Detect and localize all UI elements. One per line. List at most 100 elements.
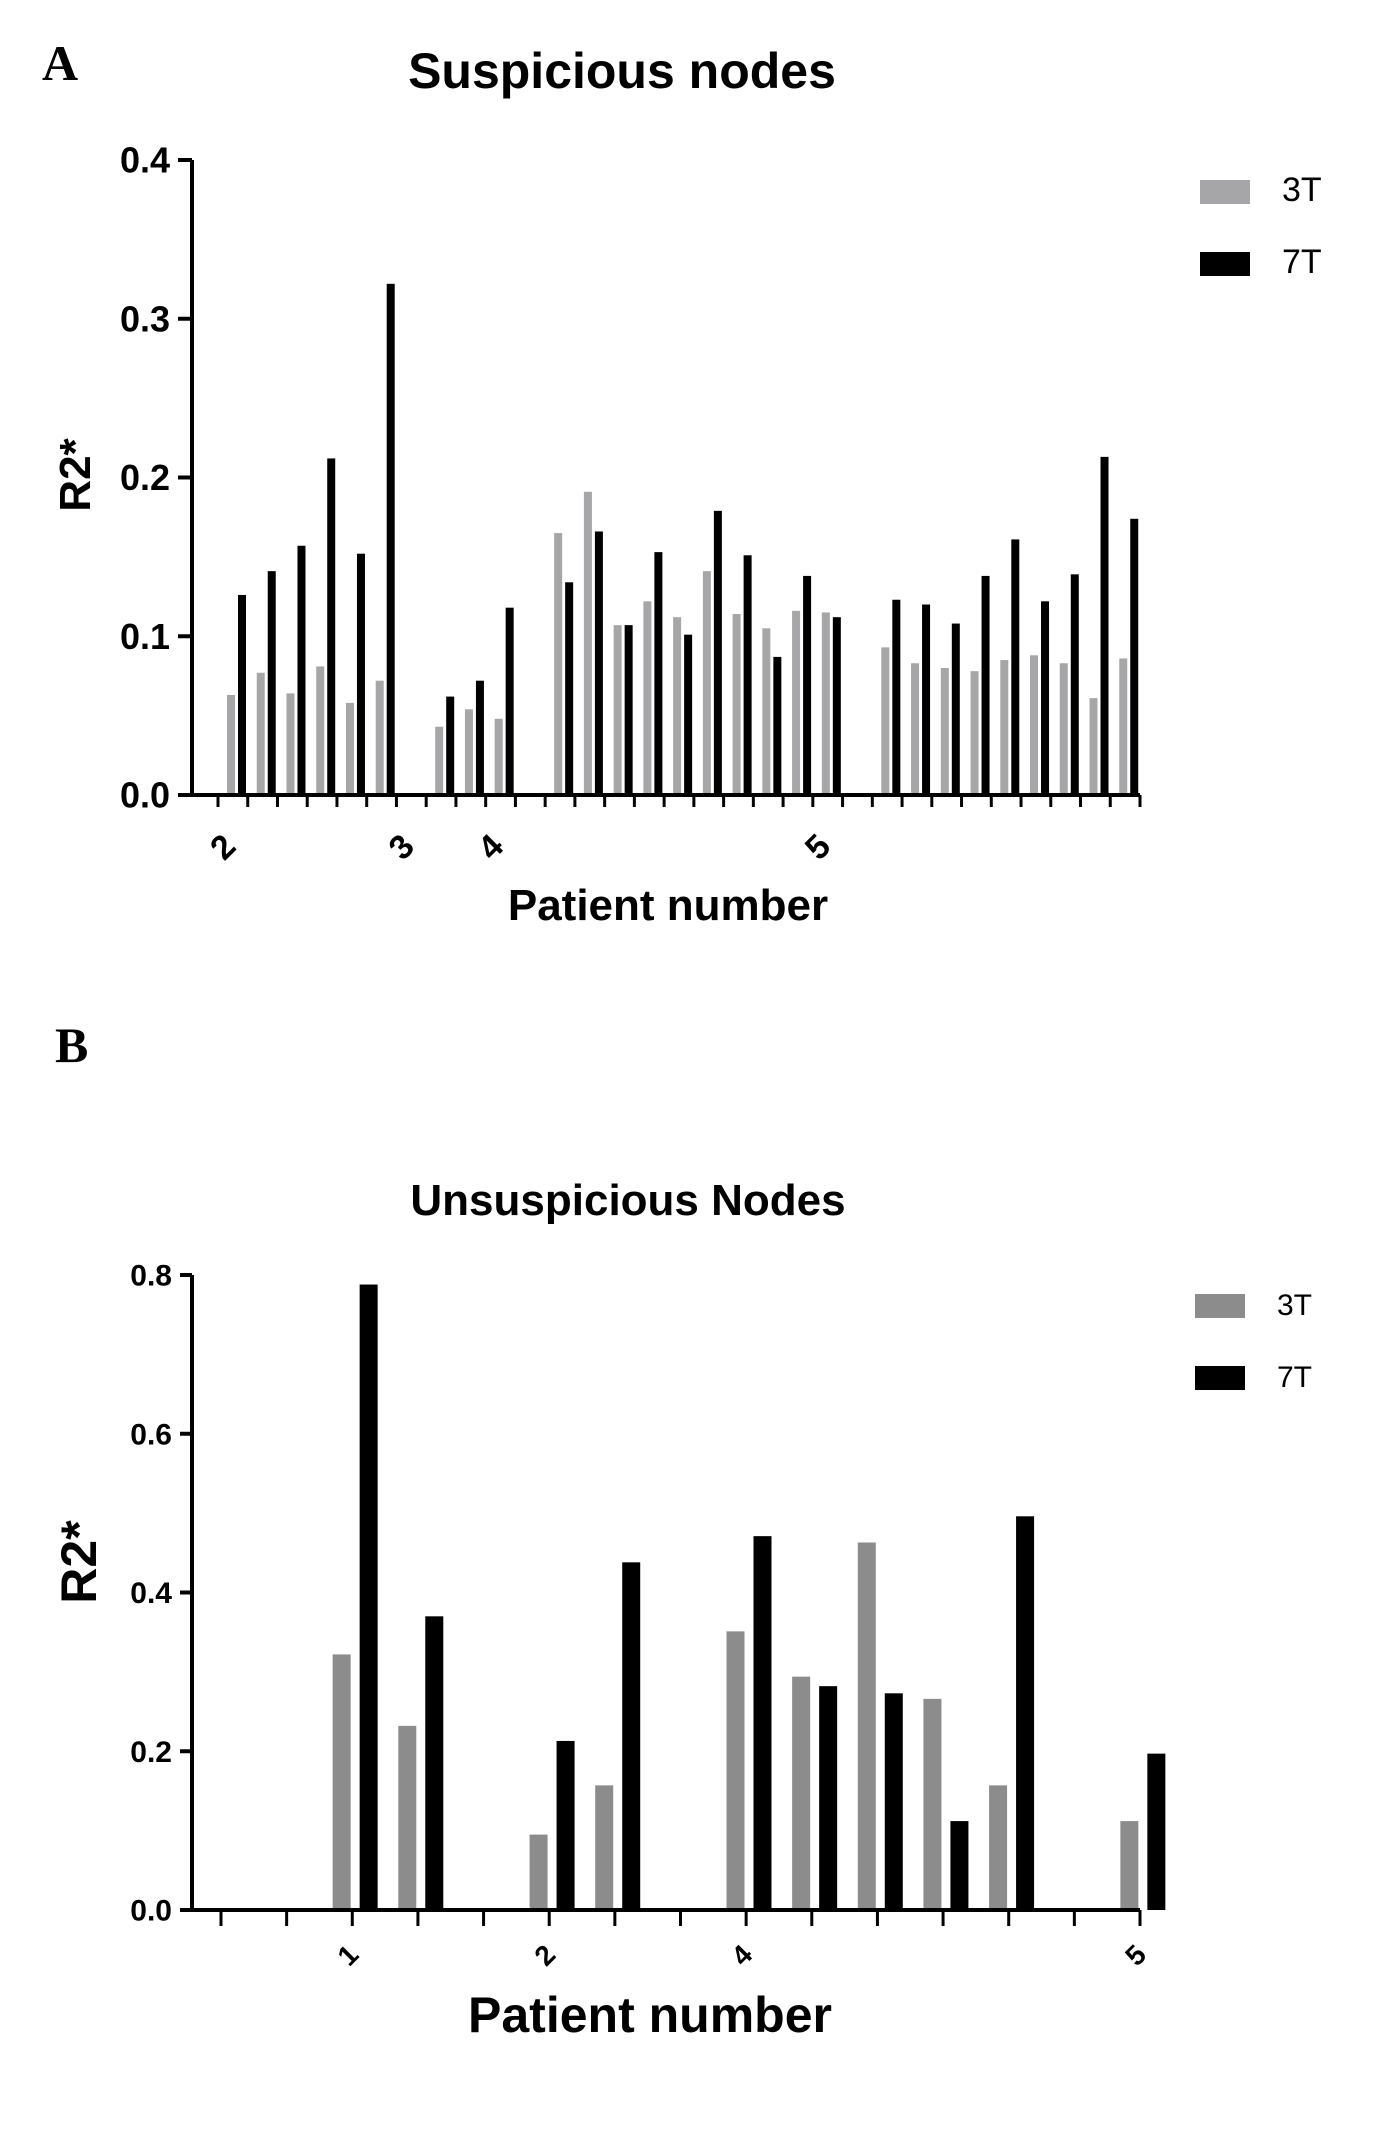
bar-3t-20 bbox=[821, 612, 830, 795]
bar-3t-3 bbox=[316, 666, 325, 795]
bar-3t-16 bbox=[702, 571, 711, 795]
y-axis-label: R2* bbox=[51, 1520, 107, 1604]
bar-3t-9 bbox=[857, 1542, 876, 1910]
bar-3t-8 bbox=[792, 1676, 811, 1910]
bar-7t-8 bbox=[819, 1686, 838, 1910]
bar-7t-10 bbox=[950, 1821, 969, 1910]
bar-7t-18 bbox=[773, 656, 782, 795]
bar-7t-26 bbox=[1011, 539, 1020, 795]
bar-3t-13 bbox=[1120, 1821, 1139, 1910]
bar-3t-28 bbox=[1059, 663, 1068, 795]
bar-7t-28 bbox=[1070, 574, 1079, 795]
x-group-label: 1 bbox=[331, 1939, 364, 1972]
y-tick-label: 0.2 bbox=[120, 457, 170, 498]
x-group-label: 2 bbox=[203, 827, 243, 867]
panel-letter-b: B bbox=[55, 1017, 88, 1073]
panel-letter-a: A bbox=[42, 35, 78, 91]
bar-3t-5 bbox=[595, 1785, 614, 1910]
bar-3t-7 bbox=[726, 1631, 745, 1910]
bar-7t-9 bbox=[505, 607, 514, 795]
bar-3t-11 bbox=[989, 1785, 1008, 1910]
bar-7t-5 bbox=[622, 1562, 641, 1910]
bar-3t-26 bbox=[1000, 660, 1009, 795]
legend-swatch-3t bbox=[1200, 180, 1250, 204]
bar-7t-11 bbox=[1016, 1516, 1035, 1910]
x-group-label: 4 bbox=[725, 1939, 758, 1972]
bar-3t-12 bbox=[583, 491, 592, 795]
legend-swatch-3t bbox=[1195, 1294, 1245, 1318]
legend-label-7t: 7T bbox=[1277, 1361, 1312, 1394]
bar-3t-9 bbox=[494, 718, 503, 795]
y-tick-label: 0.0 bbox=[120, 775, 170, 816]
bar-7t-17 bbox=[743, 555, 752, 795]
bar-7t-2 bbox=[425, 1616, 444, 1910]
bar-3t-10 bbox=[923, 1698, 942, 1910]
x-axis-label: Patient number bbox=[508, 881, 828, 930]
bar-3t-1 bbox=[256, 672, 265, 795]
x-group-label: 5 bbox=[798, 827, 838, 867]
y-tick-label: 0.0 bbox=[130, 1895, 172, 1928]
bar-7t-16 bbox=[713, 510, 722, 795]
bar-7t-7 bbox=[446, 696, 455, 795]
bar-7t-13 bbox=[1147, 1753, 1166, 1910]
bar-7t-22 bbox=[892, 599, 901, 795]
bar-7t-5 bbox=[386, 283, 395, 795]
legend-label-3t: 3T bbox=[1277, 1289, 1312, 1322]
y-tick-label: 0.6 bbox=[130, 1418, 172, 1451]
bar-3t-30 bbox=[1119, 658, 1128, 795]
bar-7t-27 bbox=[1041, 601, 1050, 795]
y-tick-label: 0.1 bbox=[120, 616, 170, 657]
bar-7t-8 bbox=[475, 680, 484, 795]
legend-label-3t: 3T bbox=[1282, 171, 1322, 209]
chart-title: Unsuspicious Nodes bbox=[410, 1176, 845, 1225]
bar-3t-4 bbox=[345, 702, 354, 795]
y-tick-label: 0.2 bbox=[130, 1736, 172, 1769]
y-axis-label: R2* bbox=[51, 437, 100, 511]
bar-7t-2 bbox=[297, 545, 306, 795]
y-tick-label: 0.8 bbox=[130, 1260, 172, 1293]
legend-swatch-7t bbox=[1200, 252, 1250, 276]
x-group-label: 2 bbox=[528, 1939, 561, 1972]
bar-3t-22 bbox=[881, 647, 890, 795]
chart-suspicious-nodes: Suspicious nodes 0.0 0.1 0.2 0.3 0.4 2 3 4 5 Patie… bbox=[51, 43, 1322, 930]
legend-label-7t: 7T bbox=[1282, 243, 1322, 281]
bar-3t-17 bbox=[732, 614, 741, 795]
y-tick-label: 0.3 bbox=[120, 298, 170, 339]
y-tick-label: 0.4 bbox=[120, 140, 170, 181]
bar-7t-23 bbox=[922, 604, 931, 795]
bar-7t-19 bbox=[803, 575, 812, 795]
x-axis-label: Patient number bbox=[468, 1987, 832, 2043]
bar-7t-7 bbox=[753, 1536, 772, 1910]
bar-7t-1 bbox=[359, 1284, 378, 1910]
y-tick-label: 0.4 bbox=[130, 1577, 172, 1610]
bar-7t-0 bbox=[238, 594, 246, 795]
bar-7t-24 bbox=[951, 623, 960, 795]
bar-3t-1 bbox=[332, 1654, 351, 1910]
bar-3t-18 bbox=[762, 628, 771, 795]
bar-3t-14 bbox=[643, 601, 652, 795]
bar-7t-14 bbox=[654, 552, 663, 795]
bar-3t-2 bbox=[286, 693, 295, 795]
bar-7t-4 bbox=[356, 553, 365, 795]
x-group-label: 3 bbox=[382, 827, 422, 867]
bar-7t-3 bbox=[327, 458, 336, 795]
bar-3t-5 bbox=[375, 680, 384, 795]
bar-3t-0 bbox=[227, 694, 235, 795]
bar-3t-11 bbox=[554, 533, 563, 795]
bar-7t-11 bbox=[565, 582, 574, 795]
bar-3t-19 bbox=[792, 610, 801, 795]
bar-3t-24 bbox=[940, 668, 949, 795]
x-group-label: 4 bbox=[471, 827, 511, 867]
chart-unsuspicious-nodes: Unsuspicious Nodes 0.0 0.2 0.4 0.6 0.8 1 2 4 5 Pat… bbox=[51, 1176, 1312, 2043]
bar-3t-27 bbox=[1030, 655, 1039, 795]
bar-3t-7 bbox=[435, 726, 444, 795]
bar-7t-25 bbox=[981, 575, 990, 795]
bar-3t-23 bbox=[911, 663, 920, 795]
bar-7t-12 bbox=[594, 531, 603, 795]
bar-7t-9 bbox=[884, 1693, 903, 1910]
bar-3t-4 bbox=[529, 1834, 548, 1910]
bar-7t-29 bbox=[1100, 456, 1109, 795]
bar-7t-30 bbox=[1130, 518, 1139, 795]
bar-7t-1 bbox=[267, 571, 276, 795]
bar-3t-15 bbox=[673, 617, 682, 795]
